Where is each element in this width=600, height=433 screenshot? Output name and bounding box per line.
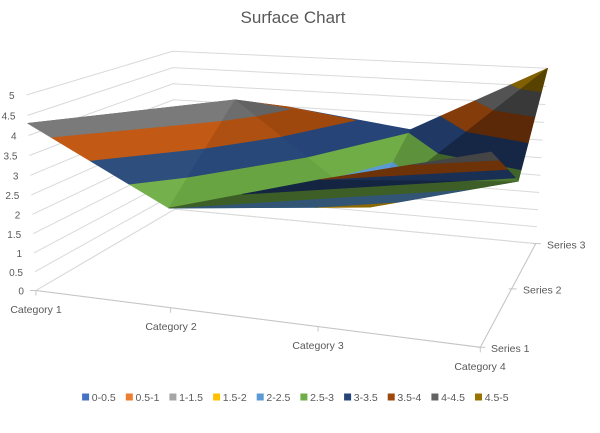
svg-text:Series 3: Series 3	[547, 239, 586, 251]
svg-text:4: 4	[11, 132, 17, 143]
svg-text:0.5: 0.5	[9, 268, 23, 279]
svg-text:1-1.5: 1-1.5	[179, 392, 203, 404]
svg-text:4-4.5: 4-4.5	[441, 392, 465, 404]
svg-text:0: 0	[18, 287, 24, 298]
svg-text:0-0.5: 0-0.5	[92, 392, 116, 404]
svg-text:2-2.5: 2-2.5	[266, 392, 290, 404]
svg-text:4.5-5: 4.5-5	[485, 392, 509, 404]
svg-text:2: 2	[15, 211, 21, 222]
svg-text:Category 4: Category 4	[454, 361, 506, 373]
svg-text:4.5: 4.5	[2, 112, 16, 123]
svg-text:Category 2: Category 2	[145, 321, 197, 333]
svg-text:Category 3: Category 3	[292, 340, 344, 352]
svg-text:Series 2: Series 2	[523, 285, 562, 297]
svg-text:3-3.5: 3-3.5	[354, 392, 378, 404]
svg-text:3.5: 3.5	[3, 152, 17, 163]
svg-text:Surface Chart: Surface Chart	[241, 8, 346, 27]
svg-text:2.5-3: 2.5-3	[310, 392, 334, 404]
svg-text:1.5-2: 1.5-2	[223, 392, 247, 404]
svg-text:2.5: 2.5	[5, 191, 19, 202]
svg-text:3: 3	[13, 172, 19, 183]
svg-text:0.5-1: 0.5-1	[136, 392, 160, 404]
svg-text:3.5-4: 3.5-4	[397, 392, 421, 404]
svg-text:5: 5	[9, 91, 15, 102]
svg-text:Category 1: Category 1	[10, 304, 62, 316]
svg-text:1: 1	[17, 249, 23, 260]
svg-text:1.5: 1.5	[7, 230, 21, 241]
svg-text:Series 1: Series 1	[491, 343, 530, 355]
